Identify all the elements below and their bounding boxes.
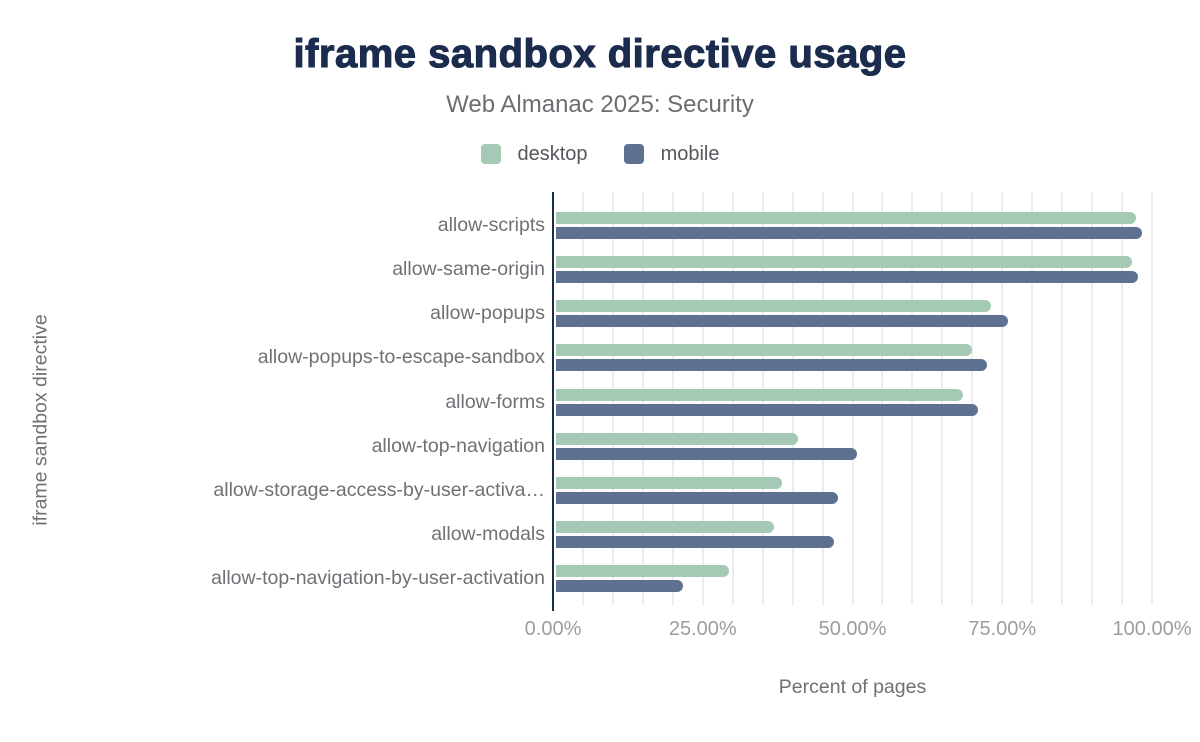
category-label: allow-storage-access-by-user-activa…	[213, 478, 545, 501]
bar-mobile-allow-same-origin[interactable]	[556, 271, 1139, 284]
category-label: allow-top-navigation-by-user-activation	[211, 567, 545, 589]
bar-desktop-allow-popups[interactable]	[556, 300, 992, 313]
x-tick-label: 25.00%	[668, 618, 737, 640]
bar-mobile-allow-scripts[interactable]	[556, 227, 1143, 239]
bar-desktop-allow-scripts[interactable]	[556, 212, 1137, 224]
gridline	[1001, 192, 1004, 605]
x-tick-label: 75.00%	[968, 618, 1037, 640]
y-axis-line	[551, 192, 554, 611]
bar-desktop-allow-top-navigation[interactable]	[556, 432, 798, 445]
chart-title: iframe sandbox directive usage	[293, 31, 907, 76]
category-label: allow-popups-to-escape-sandbox	[257, 346, 545, 369]
chart-subtitle: Web Almanac 2025: Security	[446, 91, 754, 118]
gridline	[1061, 192, 1064, 605]
x-tick-label: 0.00%	[524, 618, 582, 640]
category-label: allow-same-origin	[392, 258, 545, 281]
bar-mobile-allow-popups[interactable]	[556, 315, 1009, 328]
legend-swatch-mobile	[623, 144, 644, 164]
legend-item-mobile[interactable]: mobile	[623, 142, 720, 166]
gridline	[971, 192, 974, 605]
bar-mobile-allow-top-navigation[interactable]	[556, 447, 857, 460]
legend-label-mobile: mobile	[660, 142, 720, 165]
bar-desktop-allow-storage-access-by-user-activa-[interactable]	[556, 476, 782, 489]
x-axis-title: Percent of pages	[778, 676, 927, 698]
bar-mobile-allow-modals[interactable]	[556, 535, 834, 548]
category-label: allow-forms	[445, 390, 545, 413]
bar-mobile-allow-storage-access-by-user-activa-[interactable]	[556, 491, 839, 504]
bar-mobile-allow-top-navigation-by-user-activation[interactable]	[556, 580, 683, 592]
gridline	[1151, 192, 1153, 605]
category-label: allow-scripts	[437, 214, 545, 236]
x-tick-label: 100.00%	[1112, 618, 1192, 640]
x-tick-label: 50.00%	[818, 618, 887, 640]
bar-desktop-allow-popups-to-escape-sandbox[interactable]	[556, 344, 972, 357]
gridline	[1091, 192, 1094, 605]
gridline	[1031, 192, 1034, 605]
legend-label-desktop: desktop	[517, 142, 588, 165]
bar-desktop-allow-top-navigation-by-user-activation[interactable]	[556, 565, 729, 577]
legend: desktop mobile	[0, 141, 1200, 167]
category-label: allow-modals	[431, 522, 545, 545]
bar-desktop-allow-same-origin[interactable]	[556, 256, 1132, 269]
category-label: allow-top-navigation	[371, 434, 545, 457]
bar-mobile-allow-forms[interactable]	[556, 403, 979, 416]
category-label: allow-popups	[430, 302, 545, 325]
bar-desktop-allow-modals[interactable]	[556, 520, 775, 533]
legend-item-desktop[interactable]: desktop	[480, 142, 588, 166]
legend-swatch-desktop	[480, 144, 501, 164]
bar-desktop-allow-forms[interactable]	[556, 388, 964, 401]
gridline	[1121, 192, 1124, 605]
bar-mobile-allow-popups-to-escape-sandbox[interactable]	[556, 359, 987, 372]
